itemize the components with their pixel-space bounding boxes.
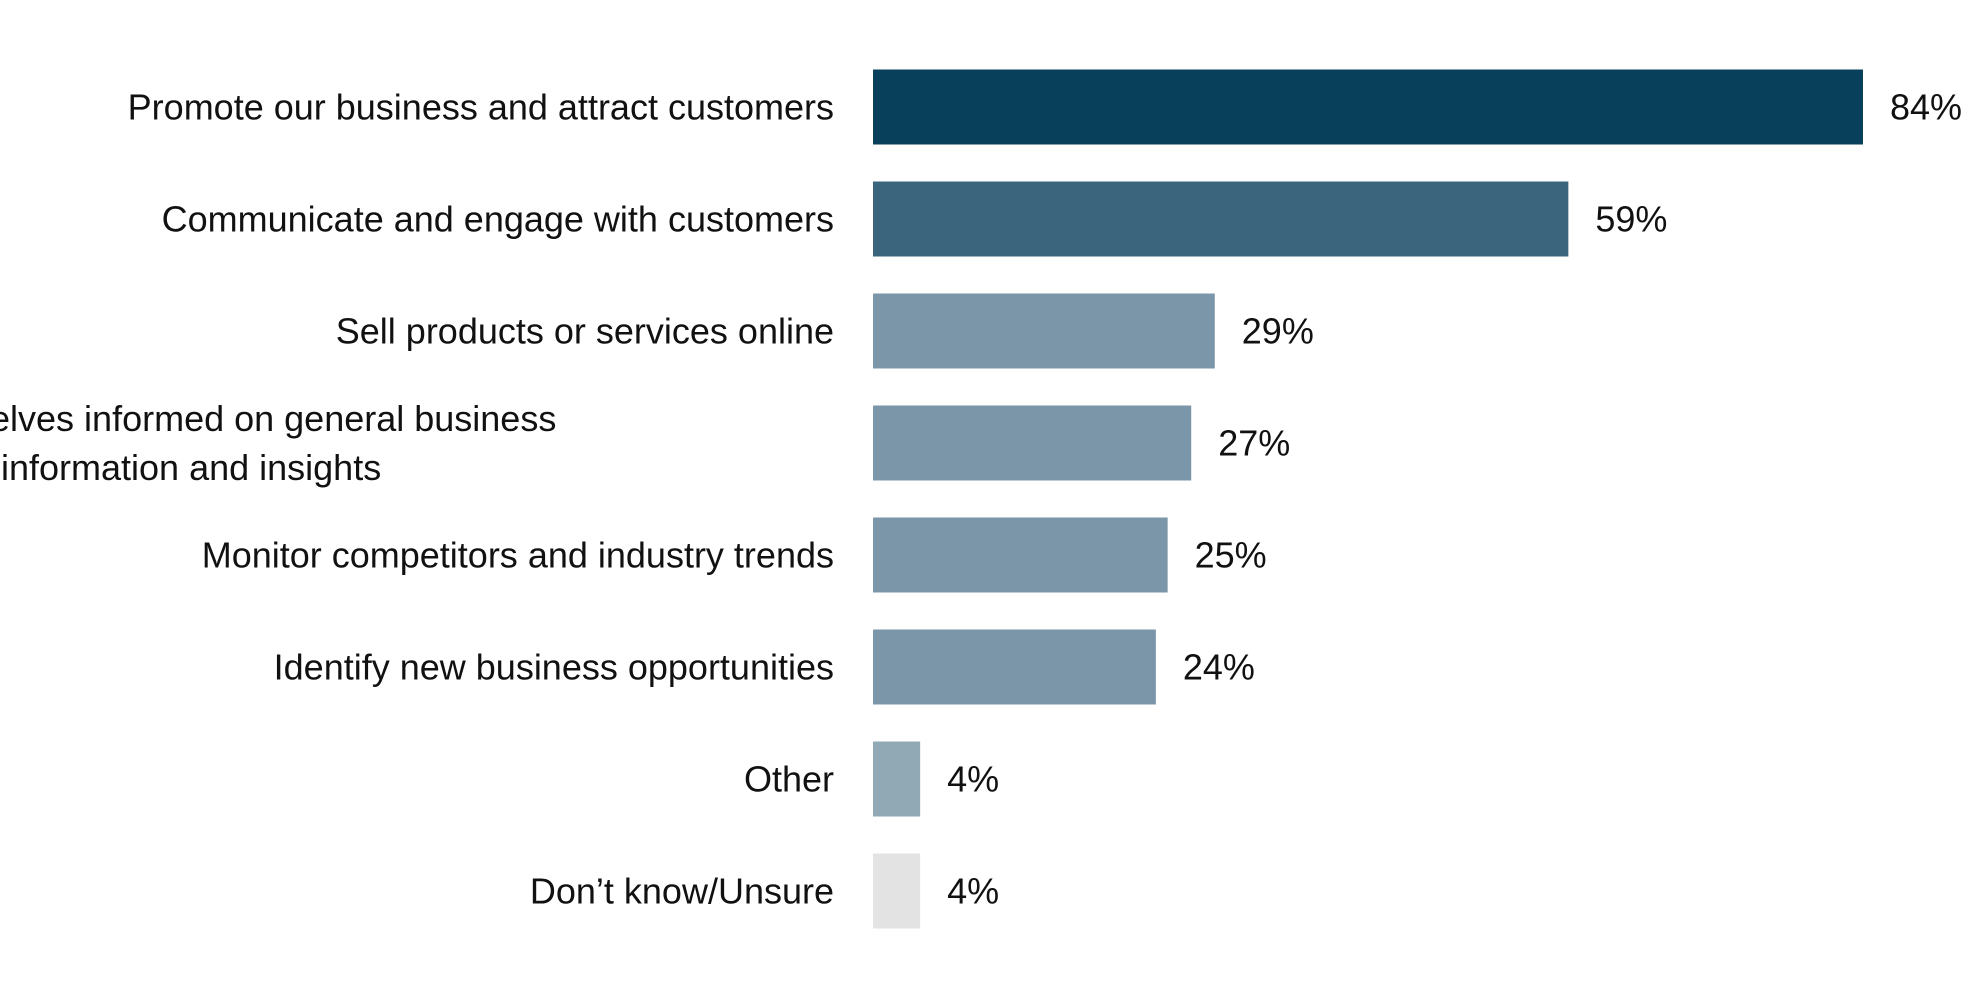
category-label-7-line-0: Don’t know/Unsure	[530, 871, 834, 912]
bar-3	[873, 405, 1192, 481]
value-label-2: 29%	[1242, 311, 1314, 352]
category-label-1: Communicate and engage with customers	[162, 199, 834, 240]
value-label-0: 84%	[1890, 87, 1962, 128]
category-label-5: Identify new business opportunities	[274, 647, 834, 688]
category-label-3: Keep ourselves informed on general busin…	[0, 398, 556, 488]
category-labels: Promote our business and attract custome…	[0, 87, 834, 912]
category-label-2: Sell products or services online	[336, 311, 834, 352]
value-label-5: 24%	[1183, 647, 1255, 688]
value-label-6: 4%	[947, 759, 999, 800]
bar-7	[873, 853, 921, 929]
bar-2	[873, 293, 1215, 369]
category-label-3-line-1: information and insights	[1, 447, 381, 488]
category-label-1-line-0: Communicate and engage with customers	[162, 199, 834, 240]
value-label-1: 59%	[1595, 199, 1667, 240]
bar-5	[873, 629, 1156, 705]
category-label-0: Promote our business and attract custome…	[128, 87, 834, 128]
category-label-2-line-0: Sell products or services online	[336, 311, 834, 352]
bar-4	[873, 517, 1168, 593]
bar-0	[873, 69, 1863, 145]
bar-1	[873, 181, 1569, 257]
category-label-7: Don’t know/Unsure	[530, 871, 834, 912]
value-label-4: 25%	[1195, 535, 1267, 576]
value-label-3: 27%	[1218, 423, 1290, 464]
value-labels: 84% 59% 29% 27% 25% 24% 4% 4%	[947, 87, 1962, 912]
category-label-3-line-0: Keep ourselves informed on general busin…	[0, 398, 556, 439]
category-label-4: Monitor competitors and industry trends	[202, 535, 834, 576]
category-label-6: Other	[744, 759, 834, 800]
category-label-0-line-0: Promote our business and attract custome…	[128, 87, 834, 128]
category-label-6-line-0: Other	[744, 759, 834, 800]
bars	[873, 69, 1863, 929]
value-label-7: 4%	[947, 871, 999, 912]
category-label-4-line-0: Monitor competitors and industry trends	[202, 535, 834, 576]
category-label-5-line-0: Identify new business opportunities	[274, 647, 834, 688]
bar-6	[873, 741, 921, 817]
